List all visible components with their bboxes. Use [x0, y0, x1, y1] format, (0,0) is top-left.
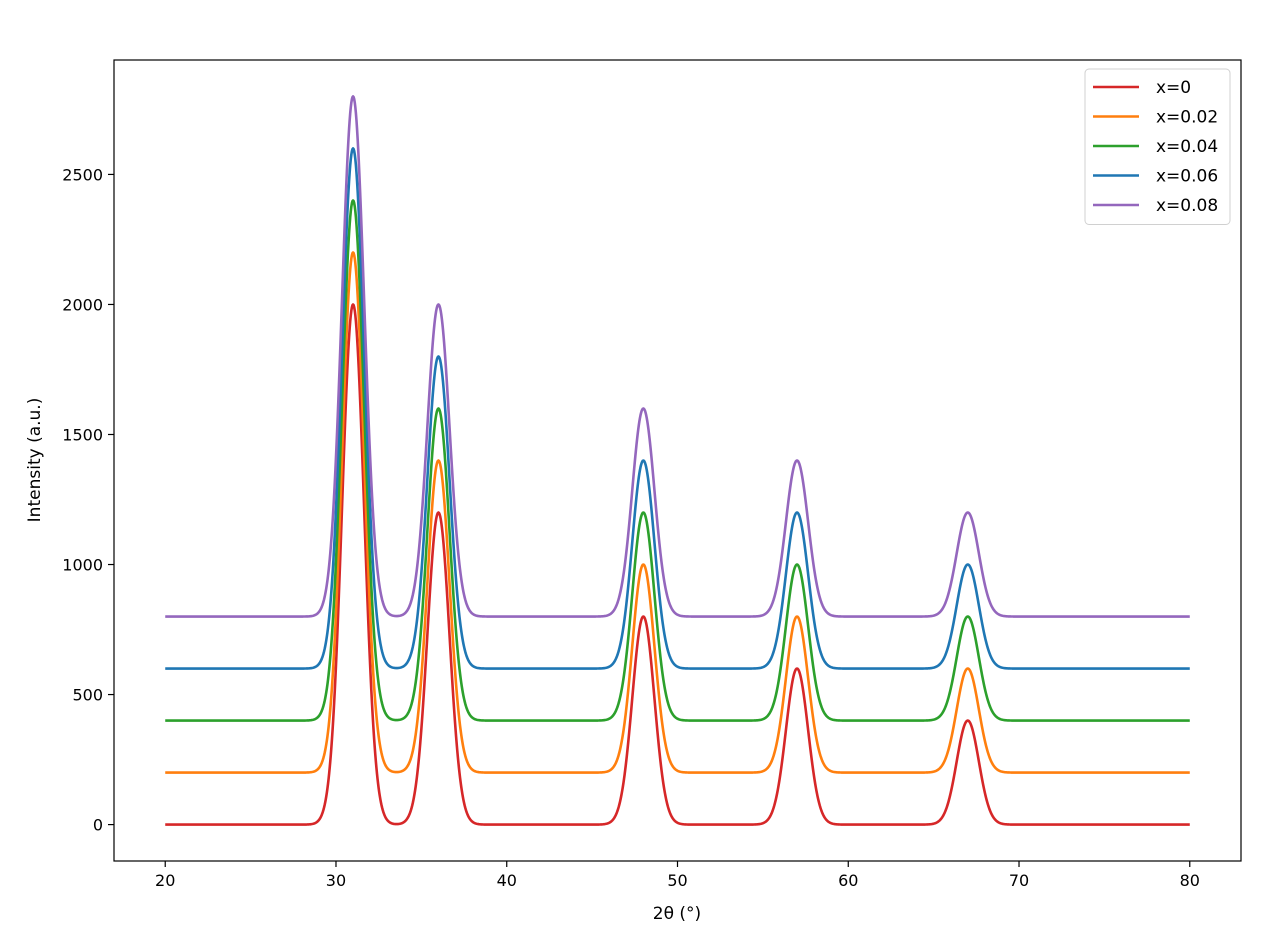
x-tick-label-4: 60	[838, 871, 858, 890]
series-line-3	[164, 147, 1191, 670]
legend-label-0: x=0	[1156, 78, 1191, 98]
x-tick-label-0: 20	[155, 871, 175, 890]
y-tick-label-5: 2500	[62, 165, 103, 184]
legend-box	[1084, 68, 1231, 225]
y-tick-label-0: 0	[93, 816, 103, 835]
series-line-0	[164, 303, 1191, 826]
y-tick-label-4: 2000	[62, 295, 103, 314]
legend-label-1: x=0.02	[1156, 108, 1218, 128]
y-tick-label-1: 500	[72, 686, 103, 705]
x-axis-label: 2θ (°)	[653, 904, 701, 924]
y-tick-label-3: 1500	[62, 425, 103, 444]
series-layer	[164, 95, 1191, 826]
legend-label-3: x=0.06	[1156, 167, 1218, 187]
x-tick-label-2: 40	[497, 871, 517, 890]
x-tick-label-6: 80	[1180, 871, 1200, 890]
y-axis-label: Intensity (a.u.)	[25, 398, 45, 523]
series-line-4	[164, 95, 1191, 618]
x-axis: 20 30 40 50 60 70 80	[155, 861, 1200, 890]
x-tick-label-1: 30	[326, 871, 346, 890]
x-tick-label-5: 70	[1009, 871, 1029, 890]
legend-label-2: x=0.04	[1156, 137, 1218, 157]
y-tick-label-2: 1000	[62, 556, 103, 575]
series-line-1	[164, 251, 1191, 774]
legend-label-4: x=0.08	[1156, 196, 1218, 216]
legend: x=0 x=0.02 x=0.04 x=0.06 x=0.08	[1084, 68, 1231, 225]
y-axis: 0 500 1000 1500 2000 2500	[62, 165, 114, 835]
x-tick-label-3: 50	[667, 871, 687, 890]
series-line-2	[164, 199, 1191, 722]
